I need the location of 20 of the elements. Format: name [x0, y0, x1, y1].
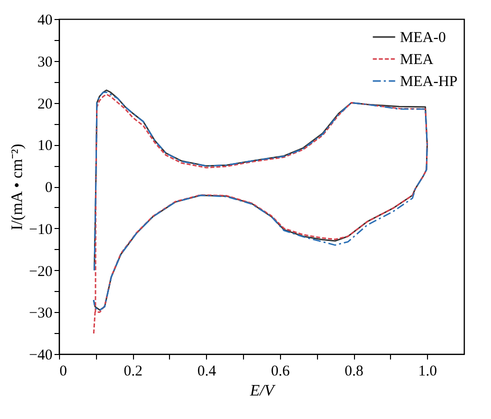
- y-tick-label: −30: [29, 306, 52, 322]
- legend-label: MEA: [400, 52, 434, 68]
- legend-label: MEA-0: [400, 30, 446, 46]
- legend-label: MEA-HP: [400, 74, 458, 90]
- y-tick-label: −10: [29, 222, 52, 238]
- y-tick-label: −40: [29, 348, 52, 364]
- x-tick-label: 0.4: [197, 364, 217, 380]
- y-axis-title: I/(mA • cm⁻²): [9, 144, 26, 230]
- y-tick-label: 20: [38, 96, 52, 112]
- y-tick-label: 40: [38, 12, 52, 28]
- x-tick-label: 1.0: [418, 364, 438, 380]
- x-tick-label: 0.8: [344, 364, 364, 380]
- y-tick-label: 30: [38, 54, 52, 70]
- x-tick-label: 0: [60, 364, 67, 380]
- x-tick-label: 0.6: [271, 364, 290, 380]
- y-tick-label: −20: [29, 264, 52, 280]
- y-tick-label: 10: [38, 138, 52, 154]
- y-tick-label: 0: [45, 180, 52, 196]
- x-tick-label: 0.2: [124, 364, 143, 380]
- x-axis-title: E/V: [249, 382, 276, 400]
